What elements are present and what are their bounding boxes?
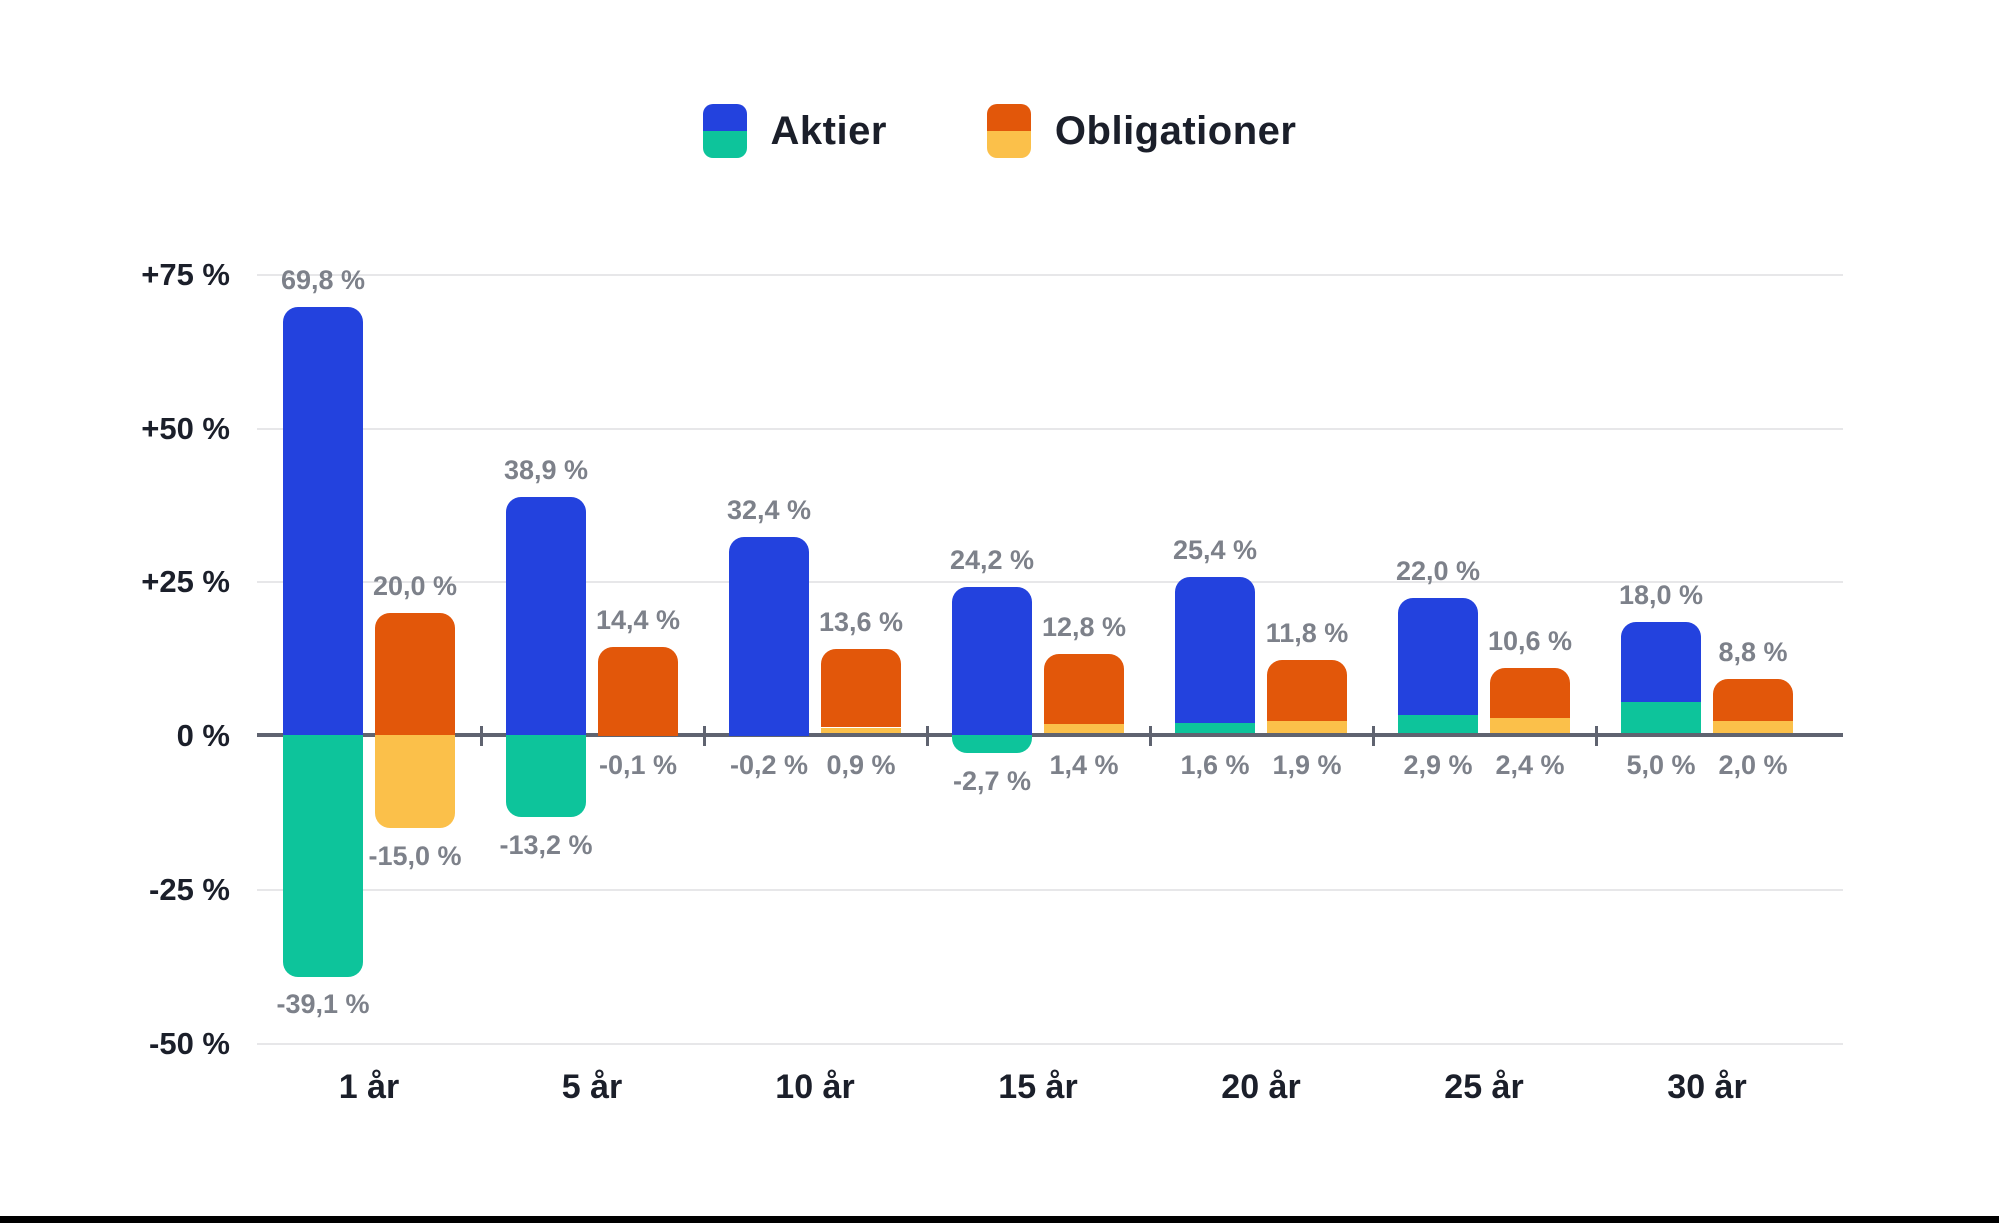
bar-obligationer-2-max-segment[interactable] (821, 649, 901, 728)
bar-obligationer-1-max-segment[interactable] (598, 647, 678, 736)
bar-aktier-0-min-segment[interactable] (283, 735, 363, 977)
axis-tick (1595, 726, 1598, 746)
bar-aktier-6-max-segment[interactable] (1621, 622, 1701, 703)
value-label-min: 2,9 % (1403, 750, 1473, 780)
bar-aktier-3-min-segment[interactable] (952, 735, 1032, 753)
axis-tick (1372, 726, 1375, 746)
value-label-min: 2,0 % (1718, 750, 1788, 780)
x-axis-label: 25 år (1444, 1068, 1524, 1106)
y-axis-label: +75 % (141, 257, 230, 292)
x-axis-label: 1 år (338, 1068, 400, 1106)
value-label-min: -0,2 % (729, 750, 809, 780)
value-label-min: -39,1 % (276, 989, 370, 1019)
bar-obligationer-5-min-segment[interactable] (1490, 718, 1570, 733)
legend-item-aktier[interactable]: Aktier (702, 104, 887, 158)
x-axis-label: 30 år (1667, 1068, 1747, 1106)
value-label-min: 1,6 % (1180, 750, 1250, 780)
bar-aktier-6-min-segment[interactable] (1621, 702, 1701, 734)
bar-obligationer-5-max-segment[interactable] (1490, 667, 1570, 719)
axis-tick (1149, 726, 1152, 746)
zero-axis-line (257, 733, 1843, 737)
value-label-min: -2,7 % (952, 766, 1032, 796)
bar-aktier-4-max-segment[interactable] (1175, 576, 1255, 724)
x-axis-label: 5 år (561, 1068, 623, 1106)
value-label-max: 69,8 % (280, 265, 366, 295)
bar-obligationer-6-min-segment[interactable] (1713, 720, 1793, 733)
legend-item-obligationer[interactable]: Obligationer (986, 104, 1297, 158)
y-axis-label: +25 % (141, 564, 230, 599)
bar-aktier-0-max-segment[interactable] (283, 306, 363, 736)
value-label-max: 32,4 % (726, 495, 812, 525)
value-label-max: 24,2 % (949, 545, 1035, 575)
y-axis-label: 0 % (176, 718, 230, 753)
x-axis-label: 20 år (1221, 1068, 1301, 1106)
x-axis-label: 15 år (998, 1068, 1078, 1106)
axis-tick (703, 726, 706, 746)
bar-obligationer-0-min-segment[interactable] (375, 735, 455, 829)
bar-obligationer-0-max-segment[interactable] (375, 613, 455, 736)
bar-obligationer-3-max-segment[interactable] (1044, 654, 1124, 725)
bar-aktier-2-max-segment[interactable] (729, 536, 809, 736)
axis-tick (480, 726, 483, 746)
legend-label-aktier: Aktier (770, 108, 887, 153)
x-axis-label: 10 år (775, 1068, 855, 1106)
bar-obligationer-2-min-segment[interactable] (821, 727, 901, 733)
y-axis-label: -50 % (149, 1026, 230, 1061)
bottom-edge-bar (0, 1216, 1999, 1223)
bar-obligationer-3-min-segment[interactable] (1044, 724, 1124, 733)
value-label-min: 0,9 % (826, 750, 896, 780)
gridline (257, 274, 1843, 276)
bar-aktier-5-min-segment[interactable] (1398, 715, 1478, 733)
y-axis-label: -25 % (149, 872, 230, 907)
bar-aktier-1-min-segment[interactable] (506, 735, 586, 818)
gridline (257, 428, 1843, 430)
bar-obligationer-4-max-segment[interactable] (1267, 660, 1347, 722)
value-label-min: 1,4 % (1049, 750, 1119, 780)
gridline (257, 889, 1843, 891)
value-label-min: 2,4 % (1495, 750, 1565, 780)
value-label-max: 38,9 % (503, 455, 589, 485)
bar-obligationer-6-max-segment[interactable] (1713, 678, 1793, 721)
axis-tick (926, 726, 929, 746)
value-label-max: 25,4 % (1172, 535, 1258, 565)
value-label-max: 18,0 % (1618, 580, 1704, 610)
bar-aktier-1-max-segment[interactable] (506, 496, 586, 736)
legend: Aktier Obligationer (0, 104, 1999, 158)
gridline (257, 581, 1843, 583)
bar-aktier-3-max-segment[interactable] (952, 587, 1032, 736)
gridline (257, 1043, 1843, 1045)
y-axis-label: +50 % (141, 411, 230, 446)
value-label-min: 1,9 % (1272, 750, 1342, 780)
legend-label-obligationer: Obligationer (1054, 108, 1297, 153)
value-label-min: -13,2 % (499, 830, 593, 860)
obligationer-swatch-icon (986, 104, 1031, 158)
value-label-min: 5,0 % (1626, 750, 1696, 780)
bar-aktier-4-min-segment[interactable] (1175, 723, 1255, 733)
bar-aktier-5-max-segment[interactable] (1398, 597, 1478, 716)
aktier-swatch-icon (702, 104, 747, 158)
bar-obligationer-4-min-segment[interactable] (1267, 721, 1347, 733)
